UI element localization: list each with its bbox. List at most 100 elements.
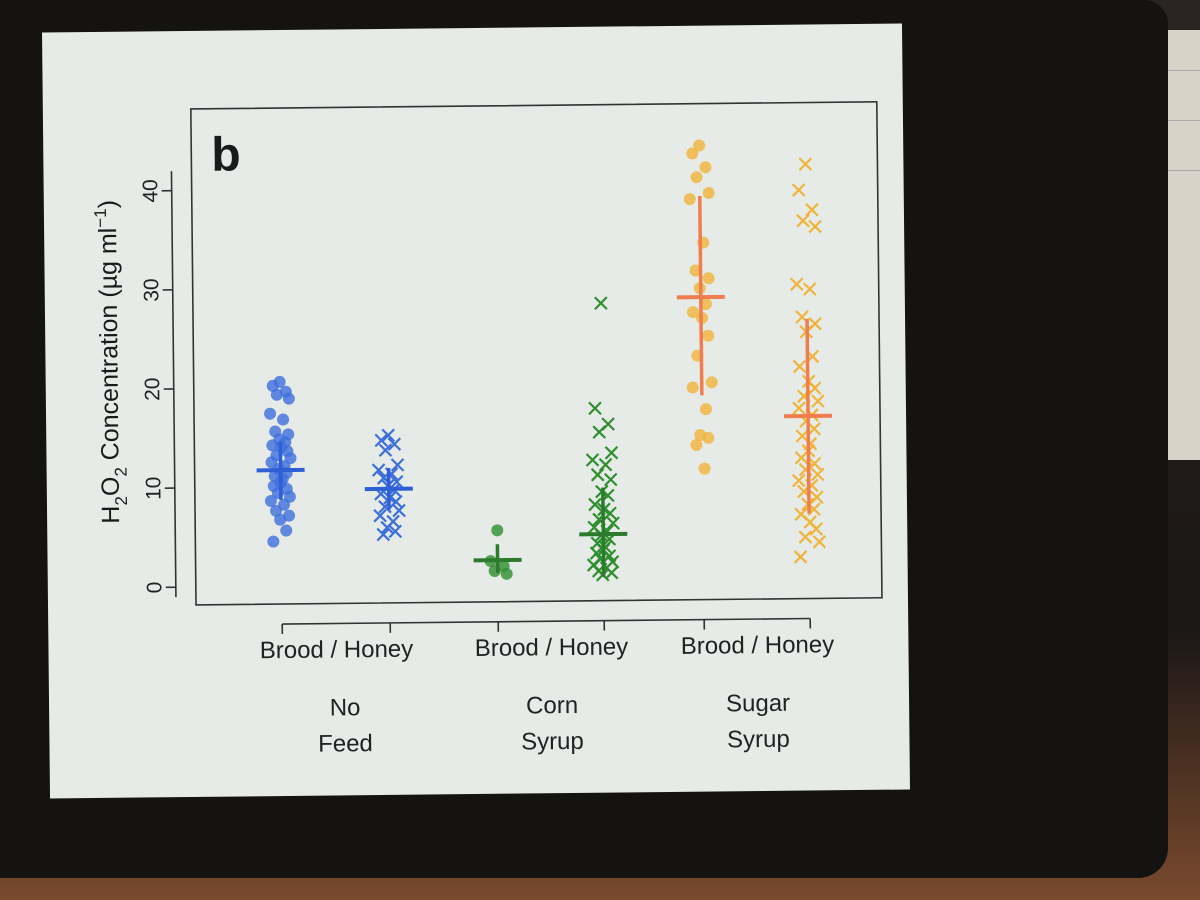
point-brood [264, 494, 277, 507]
point-honey [791, 473, 806, 488]
point-brood [280, 524, 293, 537]
plot-frame [190, 100, 883, 606]
point-brood [686, 381, 699, 394]
point-brood [705, 376, 718, 389]
point-brood [686, 147, 699, 160]
point-honey [392, 503, 406, 518]
point-honey [603, 472, 618, 487]
pair-label: Brood / Honey [260, 636, 414, 665]
group-label-line1: Corn [526, 692, 578, 720]
point-honey [807, 456, 822, 471]
point-honey [387, 437, 402, 451]
mean-bar-honey [579, 531, 628, 537]
pair-label: Brood / Honey [681, 631, 835, 660]
point-honey [588, 497, 602, 512]
point-honey [810, 467, 825, 482]
y-tick-label: 30 [140, 278, 163, 302]
group-label-line2: Syrup [727, 726, 790, 754]
point-honey [792, 401, 806, 416]
y-tick-label: 10 [142, 477, 165, 501]
point-brood [690, 438, 703, 451]
point-honey [809, 522, 824, 536]
point-brood [689, 264, 702, 277]
point-honey [390, 458, 405, 472]
point-honey [389, 494, 403, 509]
point-brood [500, 567, 513, 580]
point-honey [590, 467, 605, 482]
point-brood [491, 524, 504, 537]
point-brood [274, 513, 287, 526]
point-honey [603, 506, 617, 521]
mean-bar-brood [473, 557, 522, 563]
point-honey [373, 508, 387, 523]
point-brood [282, 392, 295, 405]
point-honey [793, 550, 808, 564]
mean-bar-brood [676, 294, 725, 300]
point-honey [598, 457, 613, 472]
point-honey [812, 534, 827, 549]
point-honey [374, 433, 389, 448]
y-tick-label: 0 [143, 581, 166, 593]
point-brood [699, 403, 712, 416]
point-honey [807, 381, 822, 396]
point-honey [791, 183, 806, 197]
point-honey [798, 157, 813, 172]
point-honey [378, 443, 393, 458]
point-honey [376, 527, 391, 542]
point-honey [588, 401, 602, 416]
point-honey [371, 463, 386, 477]
point-brood [699, 298, 712, 311]
group-label-line2: Syrup [521, 728, 584, 756]
point-honey [585, 453, 600, 467]
point-honey [381, 428, 396, 443]
point-honey [594, 296, 608, 311]
point-honey [808, 219, 822, 234]
x-axis-line [282, 617, 811, 625]
dot-plot-chart: b H2O2 Concentration (µg ml−1) 0 10 20 30 40… [91, 100, 883, 758]
point-honey [388, 524, 403, 539]
point-honey [802, 282, 817, 296]
point-honey [811, 394, 825, 408]
point-brood [283, 509, 296, 522]
point-brood [267, 535, 280, 548]
y-axis-label: H2O2 Concentration (µg ml−1) [91, 200, 131, 524]
group-label-line1: Sugar [726, 690, 790, 718]
group-label-line1: No [330, 694, 361, 721]
point-honey [805, 202, 819, 217]
point-brood [690, 171, 703, 184]
point-honey [796, 213, 810, 228]
y-tick-label: 40 [139, 179, 162, 203]
point-honey [380, 520, 395, 535]
point-brood [270, 388, 283, 401]
group-label-line2: Feed [318, 730, 373, 758]
point-brood [702, 186, 715, 199]
background-window [1168, 30, 1200, 460]
mean-bar-brood [256, 467, 305, 473]
y-axis-line [170, 171, 177, 598]
point-honey [789, 277, 804, 292]
point-brood [686, 306, 699, 319]
monitor-screen: b H2O2 Concentration (µg ml−1) 0 10 20 30 40… [42, 23, 910, 799]
point-brood [702, 431, 715, 444]
panel-label: b [211, 128, 241, 181]
point-honey [810, 490, 824, 505]
point-honey [589, 546, 604, 560]
point-brood [702, 329, 715, 342]
pair-label: Brood / Honey [475, 633, 629, 662]
point-honey [604, 445, 619, 460]
point-brood [698, 462, 711, 475]
point-honey [606, 516, 621, 530]
point-honey [807, 422, 822, 436]
point-honey [389, 474, 404, 489]
point-brood [702, 272, 715, 285]
point-brood [699, 161, 712, 174]
mean-bar-honey [364, 486, 413, 492]
point-brood [264, 407, 277, 420]
point-honey [792, 359, 807, 374]
point-honey [794, 450, 809, 465]
point-honey [798, 530, 813, 544]
point-brood [683, 193, 696, 206]
y-tick-label: 20 [141, 377, 164, 401]
point-brood [693, 139, 706, 152]
point-brood [277, 413, 290, 426]
